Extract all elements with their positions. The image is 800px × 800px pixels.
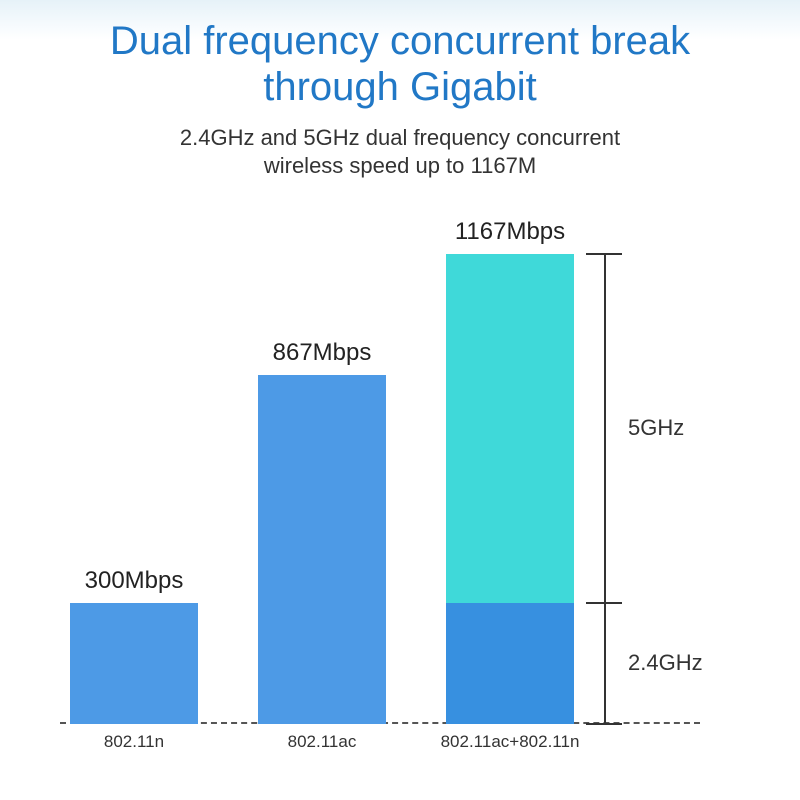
subtitle-line1: 2.4GHz and 5GHz dual frequency concurren… (180, 125, 620, 150)
dimension-line (604, 254, 606, 724)
subtitle-line2: wireless speed up to 1167M (264, 153, 536, 178)
page-title: Dual frequency concurrent break through … (0, 0, 800, 110)
bar-0-seg-0 (70, 603, 198, 724)
dimension-label-0: 2.4GHz (628, 650, 703, 676)
bar-2-value-label: 1167Mbps (410, 218, 610, 246)
page-subtitle: 2.4GHz and 5GHz dual frequency concurren… (0, 124, 800, 179)
bar-chart: 300Mbps802.11n867Mbps802.11ac1167Mbps802… (60, 210, 740, 760)
bar-0-value-label: 300Mbps (34, 567, 234, 595)
title-line2: through Gigabit (263, 65, 537, 109)
bar-1-xlabel: 802.11ac (222, 732, 422, 752)
dimension-label-1: 5GHz (628, 415, 684, 441)
bar-0-xlabel: 802.11n (34, 732, 234, 752)
dimension-tick (586, 723, 622, 725)
bar-2-seg-0 (446, 603, 574, 724)
title-line1: Dual frequency concurrent break (110, 19, 690, 63)
bar-1-value-label: 867Mbps (222, 339, 422, 367)
dimension-tick (586, 602, 622, 604)
dimension-tick (586, 253, 622, 255)
bar-2-seg-1 (446, 254, 574, 603)
bar-2-xlabel: 802.11ac+802.11n (410, 732, 610, 752)
bar-1-seg-0 (258, 375, 386, 724)
